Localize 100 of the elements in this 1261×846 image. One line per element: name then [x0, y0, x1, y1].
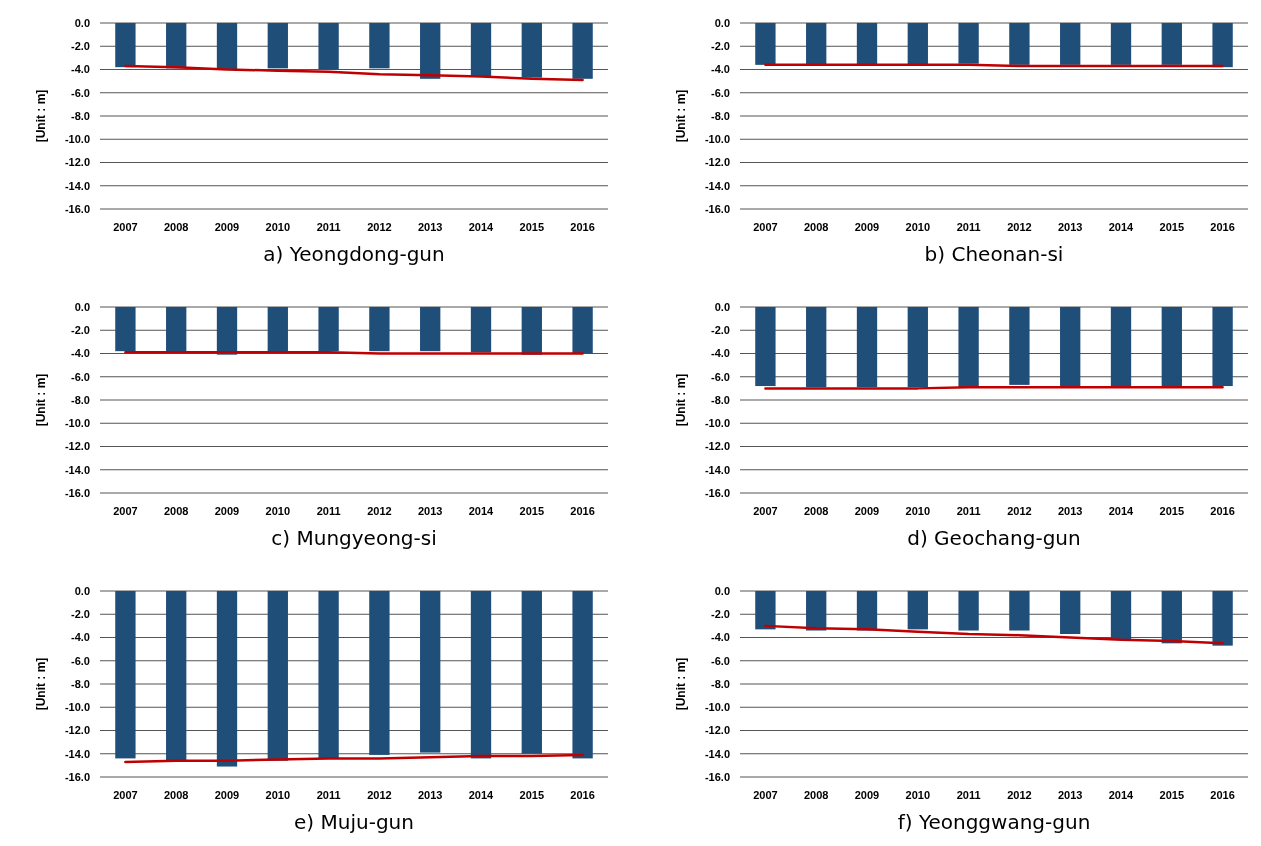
y-tick-label: 0.0 [714, 584, 730, 597]
x-tick-label: 2014 [1108, 221, 1135, 233]
x-tick-label: 2007 [753, 505, 778, 517]
x-tick-label: 2007 [113, 789, 138, 801]
y-tick-label: -2.0 [71, 324, 90, 337]
x-tick-label: 2007 [753, 789, 778, 801]
y-tick-label: -10.0 [704, 417, 730, 430]
x-tick-label: 2011 [956, 505, 981, 517]
x-tick-label: 2016 [570, 221, 595, 233]
x-tick-label: 2012 [1007, 505, 1032, 517]
y-tick-label: -4.0 [711, 347, 730, 360]
x-tick-label: 2010 [905, 221, 931, 233]
x-tick-label: 2012 [367, 221, 392, 233]
y-tick-label: -12.0 [64, 440, 90, 453]
y-tick-label: -2.0 [711, 324, 730, 337]
x-tick-label: 2012 [1007, 221, 1032, 233]
y-tick-label: -2.0 [711, 40, 730, 53]
x-tick-label: 2013 [1057, 789, 1083, 801]
x-tick-label: 2011 [956, 221, 981, 233]
x-tick-label: 2008 [163, 221, 189, 233]
x-tick-label: 2008 [163, 789, 189, 801]
y-tick-label: 0.0 [74, 16, 90, 29]
x-tick-label: 2011 [316, 505, 341, 517]
text: d) Geochang-gun [907, 526, 1081, 550]
x-tick-label: 2015 [519, 505, 545, 517]
x-tick-label: 2009 [214, 789, 240, 801]
y-tick-label: -10.0 [704, 133, 730, 146]
x-tick-label: 2011 [316, 789, 341, 801]
text: b) Cheonan-si [924, 242, 1064, 266]
y-tick-label: -12.0 [704, 440, 730, 453]
y-tick-label: -4.0 [71, 631, 90, 644]
x-tick-label: 2010 [265, 505, 291, 517]
line-series [124, 64, 584, 82]
y-tick-label: -2.0 [711, 608, 730, 621]
x-tick-label: 2016 [1210, 505, 1235, 517]
x-tick-label: 2010 [265, 221, 291, 233]
y-tick-label: -4.0 [71, 63, 90, 76]
x-tick-label: 2015 [519, 221, 545, 233]
y-tick-label: -6.0 [711, 370, 730, 383]
x-tick-label: 2015 [1159, 789, 1185, 801]
x-tick-label: 2016 [1210, 221, 1235, 233]
x-tick-label: 2009 [214, 221, 240, 233]
x-tick-label: 2012 [367, 505, 392, 517]
y-tick-label: -6.0 [711, 654, 730, 667]
y-tick-label: -8.0 [711, 393, 730, 406]
x-tick-label: 2013 [1057, 505, 1083, 517]
y-tick-label: -8.0 [711, 109, 730, 122]
y-tick-label: -4.0 [711, 631, 730, 644]
text: f) Yeonggwang-gun [897, 810, 1091, 834]
y-tick-label: -12.0 [64, 156, 90, 169]
y-tick-label: -14.0 [704, 747, 730, 760]
y-tick-label: -4.0 [71, 347, 90, 360]
y-tick-label: -10.0 [64, 133, 90, 146]
y-tick-label: -16.0 [64, 486, 90, 499]
x-tick-label: 2012 [367, 789, 392, 801]
x-tick-label: 2016 [570, 505, 595, 517]
x-tick-label: 2015 [1159, 505, 1185, 517]
text: e) Muju-gun [294, 810, 414, 834]
y-tick-label: -12.0 [64, 724, 90, 737]
y-axis-title: [Unit : m] [34, 89, 48, 143]
y-tick-label: -8.0 [71, 677, 90, 690]
x-tick-label: 2013 [417, 505, 443, 517]
y-tick-label: -6.0 [711, 86, 730, 99]
y-tick-label: -14.0 [64, 179, 90, 192]
y-tick-label: -2.0 [71, 40, 90, 53]
x-tick-label: 2013 [417, 221, 443, 233]
x-tick-label: 2012 [1007, 789, 1032, 801]
y-tick-label: -8.0 [711, 677, 730, 690]
x-tick-label: 2016 [1210, 789, 1235, 801]
x-tick-label: 2009 [854, 789, 880, 801]
y-tick-label: -12.0 [704, 724, 730, 737]
y-tick-label: -14.0 [704, 179, 730, 192]
x-tick-label: 2008 [163, 505, 189, 517]
x-tick-label: 2014 [1108, 789, 1135, 801]
x-tick-label: 2015 [519, 789, 545, 801]
y-tick-label: -14.0 [704, 463, 730, 476]
x-tick-label: 2011 [316, 221, 341, 233]
y-tick-label: 0.0 [74, 584, 90, 597]
y-axis-title: [Unit : m] [34, 657, 48, 711]
y-axis-title: [Unit : m] [674, 657, 688, 711]
y-tick-label: -16.0 [64, 770, 90, 783]
y-tick-label: -16.0 [704, 202, 730, 215]
y-tick-label: -6.0 [71, 370, 90, 383]
line-series [124, 753, 584, 764]
y-tick-label: -10.0 [64, 701, 90, 714]
y-tick-label: -14.0 [64, 747, 90, 760]
y-tick-label: -14.0 [64, 463, 90, 476]
y-tick-label: -6.0 [71, 86, 90, 99]
x-tick-label: 2014 [468, 505, 495, 517]
x-tick-label: 2014 [468, 789, 495, 801]
text: c) Mungyeong-si [271, 526, 437, 550]
x-tick-label: 2007 [753, 221, 778, 233]
y-tick-label: -10.0 [704, 701, 730, 714]
x-tick-label: 2014 [468, 221, 495, 233]
y-tick-label: -16.0 [704, 770, 730, 783]
y-axis-title: [Unit : m] [674, 373, 688, 427]
text: a) Yeongdong-gun [263, 242, 445, 266]
x-tick-label: 2007 [113, 505, 138, 517]
y-axis-title: [Unit : m] [674, 89, 688, 143]
y-tick-label: -4.0 [711, 63, 730, 76]
